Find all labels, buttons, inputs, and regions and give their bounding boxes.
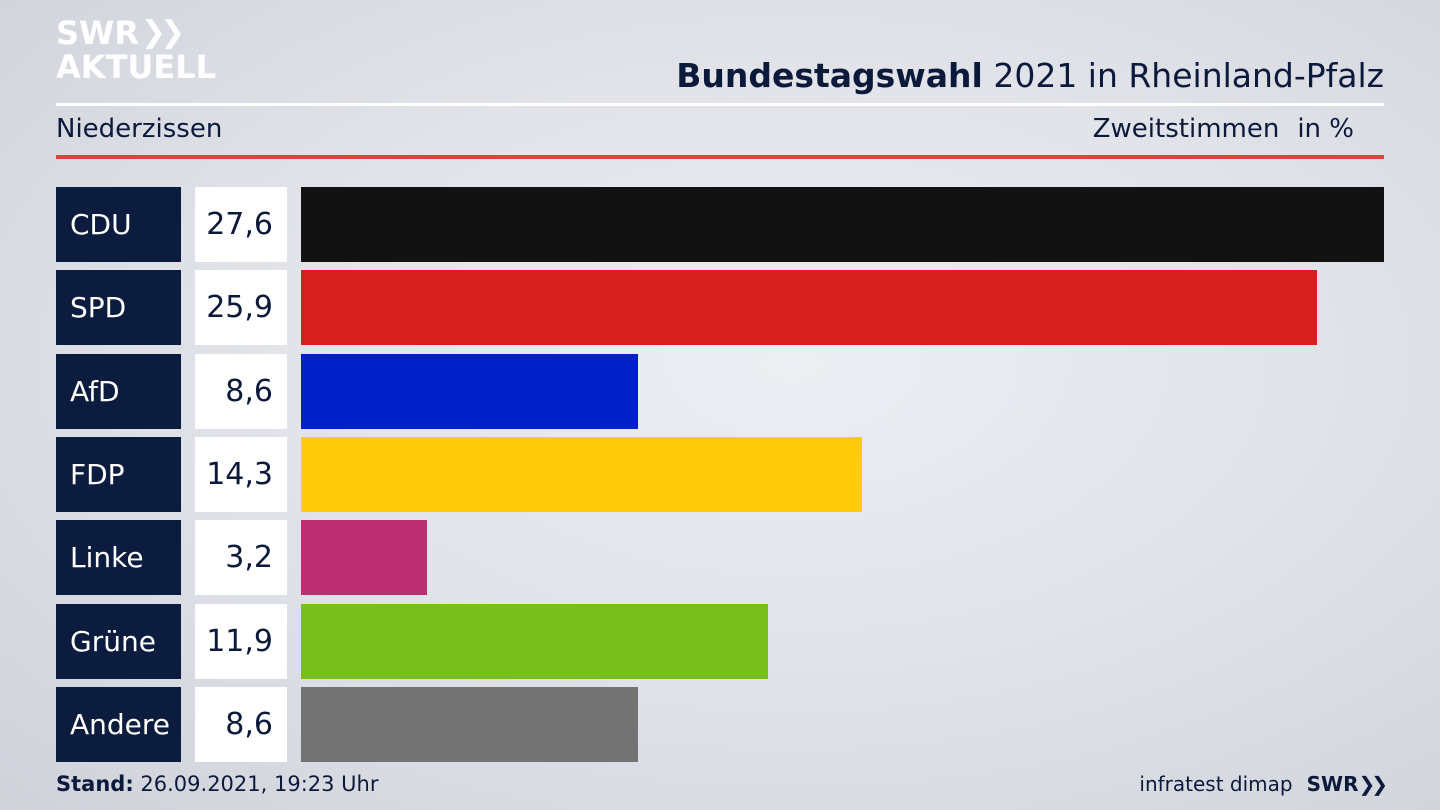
bar-row: Linke 3,2 bbox=[56, 520, 1384, 595]
bar bbox=[301, 437, 862, 512]
party-label: FDP bbox=[56, 437, 181, 512]
bar-row: FDP 14,3 bbox=[56, 437, 1384, 512]
bar bbox=[301, 354, 638, 429]
swr-aktuell-logo: SWR ❯❯ AKTUELL bbox=[56, 14, 217, 86]
bar bbox=[301, 604, 768, 679]
brand-label: SWR bbox=[1306, 772, 1359, 796]
timestamp: Stand: 26.09.2021, 19:23 Uhr bbox=[56, 772, 379, 796]
unit-label: in % bbox=[1297, 114, 1354, 144]
region-label: Niederzissen bbox=[56, 114, 223, 144]
title-bold: Bundestagswahl bbox=[676, 56, 983, 95]
party-label: SPD bbox=[56, 270, 181, 345]
value-label: 3,2 bbox=[195, 520, 287, 595]
bar-row: AfD 8,6 bbox=[56, 354, 1384, 429]
source-credit: infratest dimap SWR❯❯ bbox=[1139, 772, 1388, 796]
bar-row: Andere 8,6 bbox=[56, 687, 1384, 762]
value-label: 27,6 bbox=[195, 187, 287, 262]
value-label: 8,6 bbox=[195, 354, 287, 429]
metric-label: Zweitstimmen in % bbox=[1093, 114, 1354, 144]
bar bbox=[301, 687, 638, 762]
logo-line1: SWR bbox=[56, 14, 139, 52]
logo-line2: AKTUELL bbox=[56, 48, 217, 86]
swr-small-logo: SWR❯❯ bbox=[1306, 772, 1388, 796]
bar bbox=[301, 187, 1384, 262]
party-label: Grüne bbox=[56, 604, 181, 679]
bar-row: CDU 27,6 bbox=[56, 187, 1384, 262]
bar-row: Grüne 11,9 bbox=[56, 604, 1384, 679]
party-label: Andere bbox=[56, 687, 181, 762]
value-label: 11,9 bbox=[195, 604, 287, 679]
bar-row: SPD 25,9 bbox=[56, 270, 1384, 345]
page-title: Bundestagswahl 2021 in Rheinland-Pfalz bbox=[676, 56, 1384, 95]
source-label: infratest dimap bbox=[1139, 772, 1293, 796]
value-label: 14,3 bbox=[195, 437, 287, 512]
divider-white bbox=[56, 103, 1384, 106]
metric-name: Zweitstimmen bbox=[1092, 114, 1280, 144]
double-chevron-icon: ❯❯ bbox=[140, 15, 185, 50]
bar bbox=[301, 270, 1317, 345]
value-label: 25,9 bbox=[195, 270, 287, 345]
bar bbox=[301, 520, 427, 595]
title-rest: 2021 in Rheinland-Pfalz bbox=[982, 56, 1384, 95]
small-double-chevron-icon: ❯❯ bbox=[1358, 772, 1387, 796]
value-label: 8,6 bbox=[195, 687, 287, 762]
stand-label: Stand: bbox=[56, 772, 134, 796]
party-label: AfD bbox=[56, 354, 181, 429]
divider-red bbox=[56, 155, 1384, 159]
party-label: CDU bbox=[56, 187, 181, 262]
party-label: Linke bbox=[56, 520, 181, 595]
stand-value: 26.09.2021, 19:23 Uhr bbox=[133, 772, 379, 796]
